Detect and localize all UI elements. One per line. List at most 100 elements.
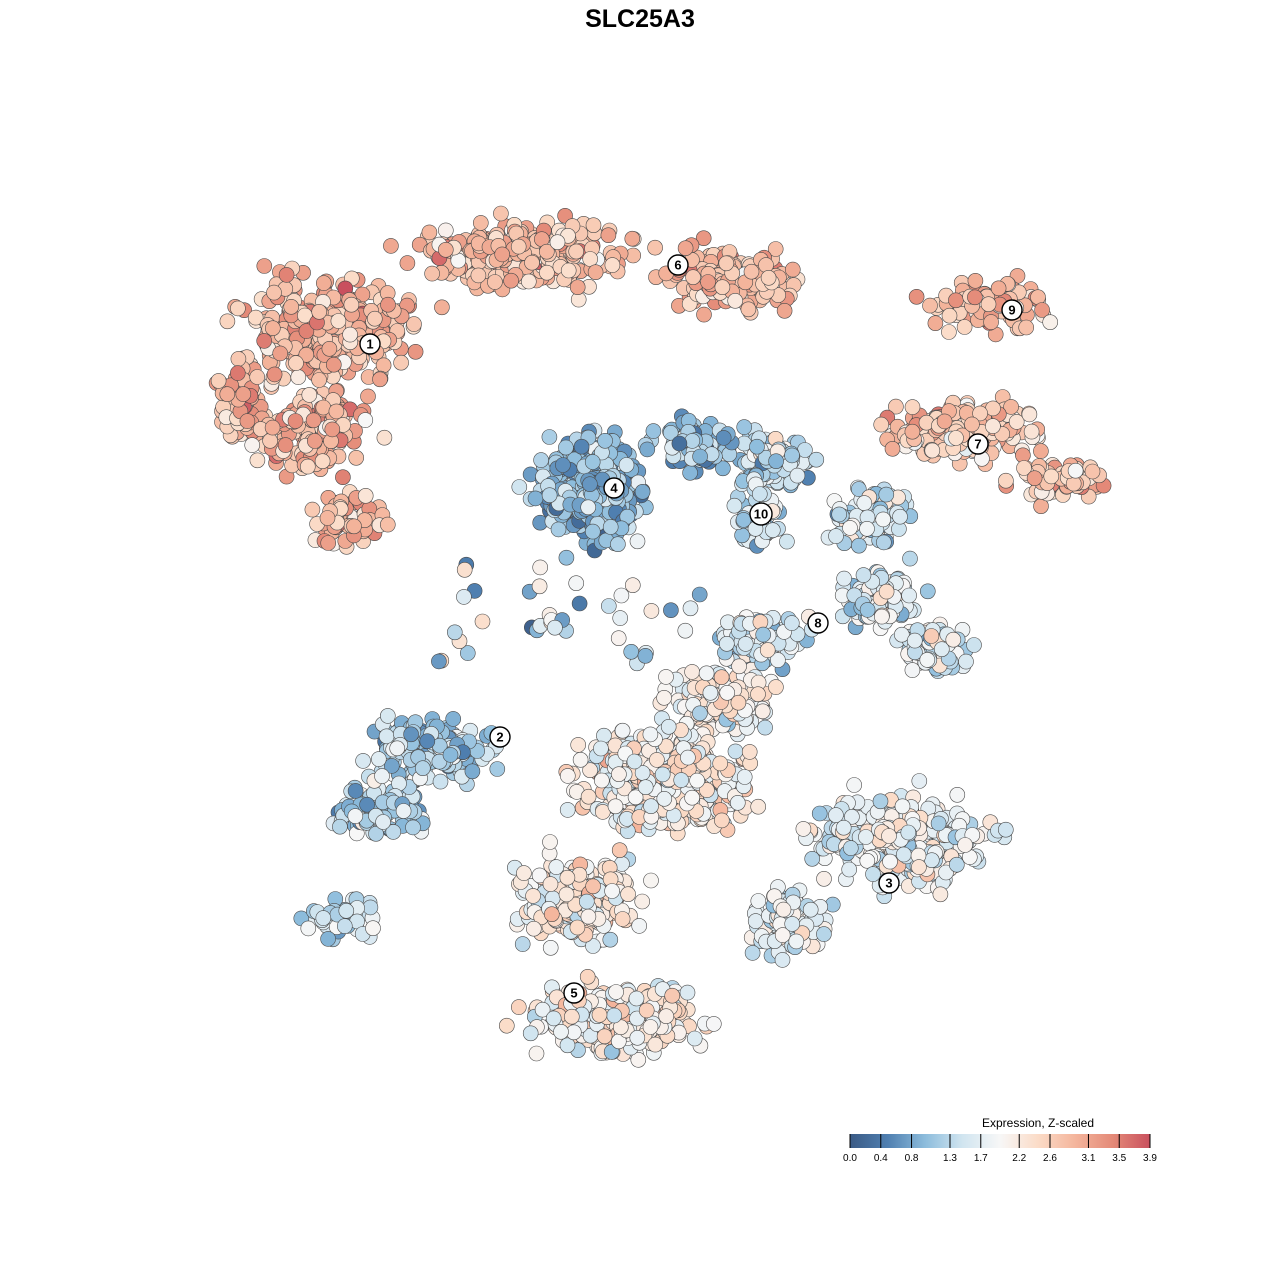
- data-point: [727, 292, 744, 309]
- data-point: [494, 246, 511, 263]
- data-point: [911, 773, 928, 789]
- data-point: [230, 365, 246, 381]
- data-point: [741, 744, 758, 760]
- legend-tick-label: 1.7: [974, 1153, 988, 1164]
- data-point: [660, 718, 677, 735]
- data-point: [328, 403, 345, 420]
- data-point: [545, 1010, 562, 1027]
- data-point: [610, 630, 627, 647]
- data-point: [432, 773, 449, 790]
- data-point: [582, 251, 599, 267]
- data-point: [647, 1036, 664, 1053]
- data-point: [305, 412, 322, 429]
- data-point: [314, 453, 331, 470]
- cluster-label-1: 1: [359, 333, 381, 355]
- data-point: [919, 583, 936, 600]
- data-point: [380, 296, 396, 313]
- data-point: [630, 1052, 647, 1068]
- data-point: [802, 901, 819, 918]
- data-point: [784, 447, 800, 464]
- data-point: [858, 829, 874, 845]
- legend-tick-label: 3.9: [1143, 1153, 1157, 1164]
- data-point: [320, 535, 337, 551]
- data-point: [362, 899, 379, 916]
- data-point: [919, 652, 936, 668]
- data-point: [624, 577, 641, 594]
- legend-tick-label: 0.4: [874, 1153, 888, 1164]
- data-point: [614, 911, 631, 927]
- data-point: [948, 430, 964, 446]
- data-point: [768, 453, 784, 470]
- data-point: [389, 740, 406, 757]
- data-point: [637, 779, 654, 796]
- cluster-label-text: 3: [885, 876, 892, 891]
- data-point: [628, 990, 645, 1007]
- data-point: [399, 255, 416, 271]
- data-point: [634, 483, 651, 500]
- data-point: [904, 662, 921, 678]
- data-point: [727, 743, 744, 760]
- data-point: [568, 243, 585, 260]
- data-point: [347, 808, 364, 824]
- legend-tick-label: 3.1: [1082, 1153, 1096, 1164]
- data-point: [256, 258, 273, 274]
- data-point: [1043, 468, 1060, 485]
- data-point: [585, 938, 601, 954]
- data-point: [335, 469, 351, 486]
- data-point: [685, 269, 701, 286]
- data-point: [516, 865, 532, 881]
- data-point: [498, 1017, 515, 1034]
- data-point: [718, 635, 735, 652]
- data-point: [607, 798, 624, 815]
- data-point: [445, 711, 462, 727]
- data-point: [624, 230, 641, 247]
- data-point: [571, 595, 588, 612]
- data-point: [740, 301, 757, 318]
- data-point: [881, 828, 897, 844]
- data-point: [602, 931, 619, 948]
- data-point: [715, 430, 732, 446]
- data-point: [737, 636, 754, 652]
- data-point: [842, 840, 859, 856]
- data-point: [385, 824, 402, 840]
- data-point: [682, 600, 699, 617]
- data-point: [558, 549, 575, 566]
- data-point: [357, 487, 374, 504]
- data-point: [643, 872, 659, 889]
- data-point: [525, 920, 542, 937]
- data-point: [262, 432, 278, 449]
- data-point: [875, 534, 892, 551]
- data-point: [656, 790, 673, 807]
- data-point: [859, 520, 875, 537]
- data-point: [713, 669, 730, 686]
- data-point: [330, 313, 347, 329]
- data-point: [379, 516, 396, 533]
- data-point: [623, 643, 640, 660]
- data-point: [593, 740, 609, 757]
- data-point: [370, 751, 387, 767]
- data-point: [684, 664, 700, 680]
- data-point: [493, 205, 509, 222]
- data-point: [923, 852, 940, 869]
- data-point: [319, 510, 336, 526]
- data-point: [705, 1016, 722, 1032]
- data-point: [754, 703, 771, 720]
- data-point: [967, 289, 983, 306]
- data-point: [645, 423, 662, 439]
- data-point: [736, 419, 753, 435]
- data-point: [542, 834, 558, 850]
- data-point: [527, 490, 544, 507]
- data-point: [985, 418, 1001, 434]
- data-point: [563, 1008, 580, 1025]
- data-point: [560, 262, 577, 279]
- data-point: [421, 224, 438, 241]
- data-point: [634, 893, 651, 910]
- data-point: [343, 296, 360, 313]
- data-point: [894, 798, 911, 815]
- data-point: [900, 824, 917, 841]
- data-point: [474, 613, 491, 630]
- data-point: [582, 476, 598, 493]
- data-point: [1018, 319, 1034, 336]
- data-point: [549, 234, 566, 250]
- data-point: [602, 519, 619, 535]
